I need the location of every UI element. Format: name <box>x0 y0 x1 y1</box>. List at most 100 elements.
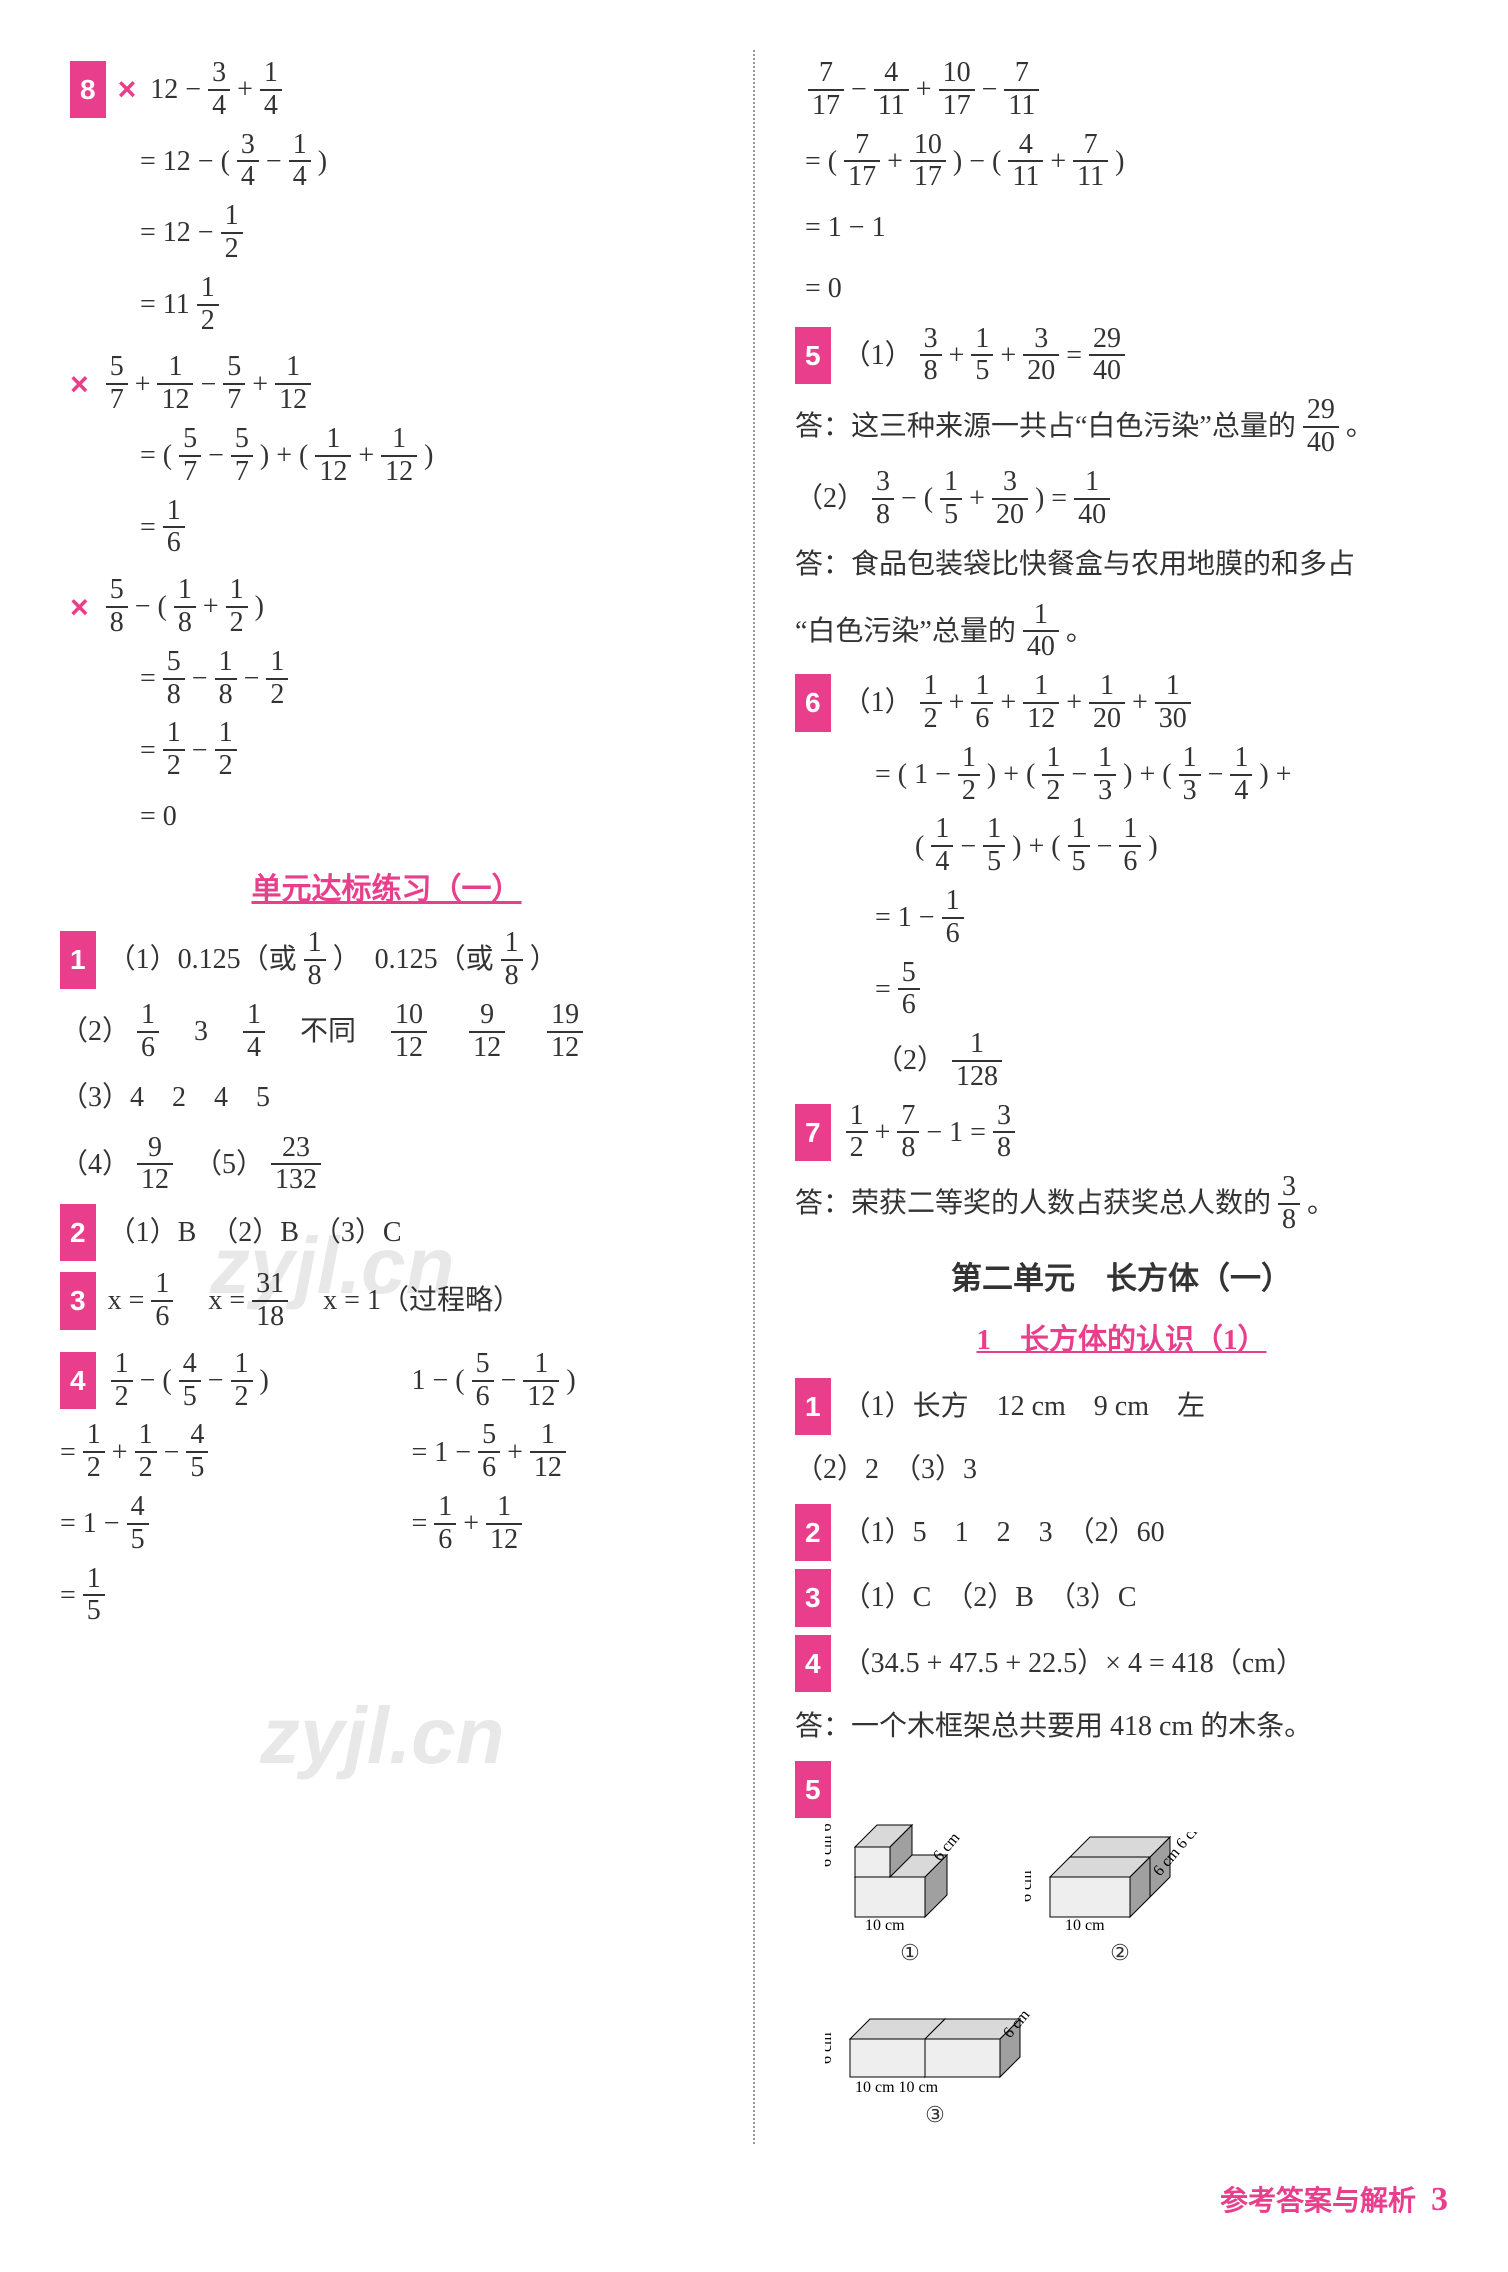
fraction: 13 <box>1179 743 1201 807</box>
text: = 0 <box>805 262 842 315</box>
fraction: 2940 <box>1089 324 1125 388</box>
q8-badge: 8 <box>70 61 106 118</box>
text: （1） <box>843 329 913 382</box>
fraction: 15 <box>1068 814 1090 878</box>
diagram-3: 6 cm 10 cm 10 cm 6 cm ③ <box>825 2004 1045 2136</box>
text: − ( <box>135 580 167 633</box>
text: + <box>875 1106 891 1159</box>
p5-l2: （2） 38 − ( 15 + 320 ) = 140 <box>795 467 1448 531</box>
text: x = <box>108 1274 145 1327</box>
text: − <box>1208 748 1224 801</box>
fraction: 1912 <box>547 1000 583 1064</box>
fraction: 58 <box>106 575 128 639</box>
svg-text:10 cm 10 cm: 10 cm 10 cm <box>855 2079 939 2094</box>
text: − ( <box>901 472 933 525</box>
p7-l1: 7 12 + 78 − 1 = 38 <box>795 1101 1448 1165</box>
p5-ans2b: “白色污染”总量的 140 。 <box>795 600 1448 664</box>
text: = ( <box>805 135 837 188</box>
fraction: 711 <box>1004 58 1039 122</box>
fraction: 45 <box>179 1349 201 1413</box>
p7-badge: 7 <box>795 1104 831 1161</box>
fraction: 112 <box>157 352 193 416</box>
p6-l1: 6 （1） 12 + 16 + 112 + 120 + 130 <box>795 671 1448 735</box>
u4-badge: 4 <box>795 1635 831 1692</box>
fraction: 120 <box>1089 671 1125 735</box>
p5-ans2a: 答：食品包装袋比快餐盒与农用地膜的和多占 <box>795 538 1448 591</box>
text: − <box>851 63 867 116</box>
fraction: 16 <box>971 671 993 735</box>
fraction: 12 <box>958 743 980 807</box>
fraction: 411 <box>874 58 909 122</box>
q8-b2: × 57 + 112 − 57 + 112 <box>60 352 713 416</box>
fraction: 711 <box>1073 130 1108 194</box>
fraction: 1012 <box>391 1000 427 1064</box>
text: = 1 − <box>412 1426 472 1479</box>
diagram-1: 6 cm 6 cm 10 cm 6 cm ① <box>825 1822 995 1974</box>
fraction: 15 <box>983 814 1005 878</box>
p6-badge: 6 <box>795 674 831 731</box>
text: + <box>949 676 965 729</box>
fraction: 14 <box>1230 743 1252 807</box>
fraction: 57 <box>106 352 128 416</box>
fraction: 15 <box>940 467 962 531</box>
footer-text: 参考答案与解析 <box>1220 2186 1416 2217</box>
text: 12 − <box>150 63 201 116</box>
text: = ( <box>140 429 172 482</box>
text: − <box>164 1426 180 1479</box>
text: “白色污染”总量的 <box>795 605 1016 658</box>
text: = 1 − <box>875 891 935 944</box>
fraction: 12 <box>266 647 288 711</box>
text: ) <box>566 1354 575 1407</box>
fraction: 18 <box>501 928 523 992</box>
step: = 16 <box>60 496 713 560</box>
text: （3）4 2 4 5 <box>60 1071 270 1124</box>
text: − ( <box>140 1354 172 1407</box>
fraction: 18 <box>174 575 196 639</box>
text: − <box>208 429 224 482</box>
text: 。 <box>1066 605 1094 658</box>
text: 3 <box>166 1005 236 1058</box>
text: （4） <box>60 1138 130 1191</box>
step: = ( 57 − 57 ) + ( 112 + 112 ) <box>60 424 713 488</box>
text <box>434 1005 462 1058</box>
cuboid-diagram-icon: 6 cm 10 cm 6 cm 6 cm <box>1025 1832 1215 1932</box>
text: ) − ( <box>953 135 1001 188</box>
fraction: 18 <box>304 928 326 992</box>
fraction: 112 <box>315 424 351 488</box>
text: （1）0.125（或 <box>108 933 297 986</box>
cuboid-diagram-icon: 6 cm 6 cm 10 cm 6 cm <box>825 1822 995 1932</box>
text: + <box>1050 135 1066 188</box>
diagram-row: 6 cm 6 cm 10 cm 6 cm ① 6 cm 10 cm 6 cm 6… <box>795 1822 1448 2136</box>
text: （2）2 （3）3 <box>795 1443 977 1496</box>
step: = 58 − 18 − 12 <box>60 647 713 711</box>
fraction: 12 <box>846 1101 868 1165</box>
fraction: 411 <box>1008 130 1043 194</box>
u2: 2 （1）5 1 2 3 （2）60 <box>795 1504 1448 1561</box>
fraction: 45 <box>127 1492 149 1556</box>
p3-badge: 3 <box>60 1272 96 1329</box>
p4-colB: 1 − ( 56 − 112 ) = 1 − 56 + 112 = 16 + 1… <box>412 1341 714 1564</box>
u1-l1: 1 （1）长方 12 cm 9 cm 左 <box>795 1378 1448 1435</box>
fraction: 16 <box>942 886 964 950</box>
fraction: 912 <box>137 1133 173 1197</box>
fraction: 12 <box>231 1349 253 1413</box>
text: + <box>112 1426 128 1479</box>
u3-badge: 3 <box>795 1569 831 1626</box>
fraction: 14 <box>243 1000 265 1064</box>
text: x = 1（过程略） <box>295 1274 521 1327</box>
text: = <box>60 1426 76 1479</box>
fraction: 38 <box>993 1101 1015 1165</box>
text: + <box>507 1426 523 1479</box>
text: − <box>208 1354 224 1407</box>
step: = 12 + 12 − 45 <box>60 1420 362 1484</box>
fraction: 112 <box>523 1349 559 1413</box>
text: = 12 − ( <box>140 135 230 188</box>
p2-badge: 2 <box>60 1204 96 1261</box>
text: − <box>192 652 208 705</box>
fraction: 12 <box>197 273 219 337</box>
svg-text:10 cm: 10 cm <box>1065 1917 1105 1932</box>
unit-title: 第二单元 长方体（一） <box>795 1250 1448 1309</box>
fraction: 16 <box>151 1269 173 1333</box>
fraction: 2940 <box>1303 395 1339 459</box>
p6-l5: = 56 <box>795 958 1448 1022</box>
